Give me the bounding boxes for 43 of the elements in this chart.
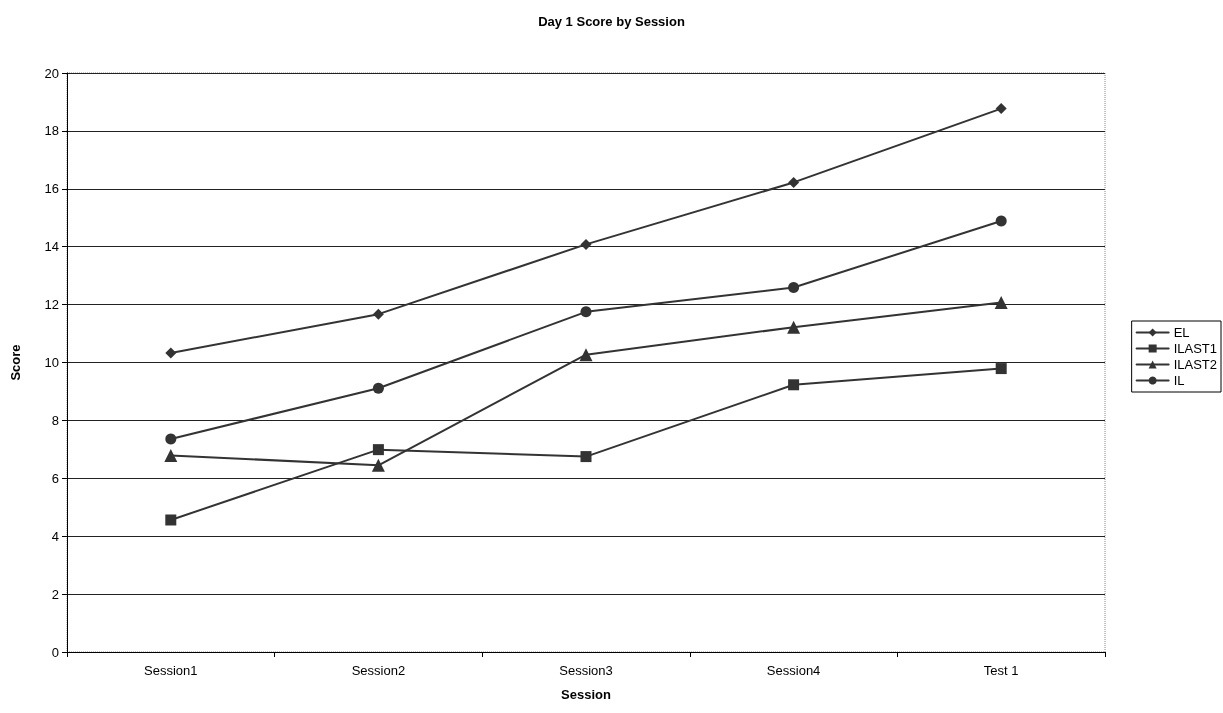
point [994,296,1008,310]
y-tick-label: 6 [51,470,59,486]
chart-title: Day 1 Score by Session [538,14,685,29]
y-tick-label: 12 [44,297,59,313]
point [165,514,177,526]
x-tick-label: Session2 [351,663,406,678]
x-axis-title: Session [561,687,611,702]
x-tick-label: Session4 [766,663,821,678]
point [580,306,592,318]
x-tick-label: Session3 [559,663,613,678]
legend-label: ILAST2 [1173,357,1217,372]
point [371,458,385,472]
y-tick-label: 4 [51,528,59,544]
legend-label: ILAST1 [1173,341,1217,356]
point [788,282,800,294]
y-tick-label: 14 [44,239,59,255]
point [580,238,592,250]
y-tick-label: 20 [44,65,59,81]
point [580,451,592,463]
y-tick-label: 18 [44,123,59,139]
y-tick-label: 10 [44,355,59,370]
x-tick-label: Test 1 [983,663,1019,678]
point [995,103,1007,115]
point [788,379,800,391]
y-tick-label: 2 [51,586,59,602]
point [165,433,177,445]
point [372,444,384,456]
point [579,348,593,362]
y-tick-label: 8 [51,412,59,428]
point [372,308,384,320]
point [165,347,177,359]
point [995,215,1007,227]
point [995,363,1007,375]
point [164,448,178,462]
point [372,382,384,394]
y-tick-label: 16 [44,181,59,197]
point [787,320,801,334]
x-tick-label: Session1 [144,663,198,678]
legend-label: EL [1173,325,1190,340]
y-axis-title: Score [8,344,23,381]
point [788,176,800,188]
legend-label: IL [1173,373,1185,388]
y-tick-label: 0 [51,644,59,660]
